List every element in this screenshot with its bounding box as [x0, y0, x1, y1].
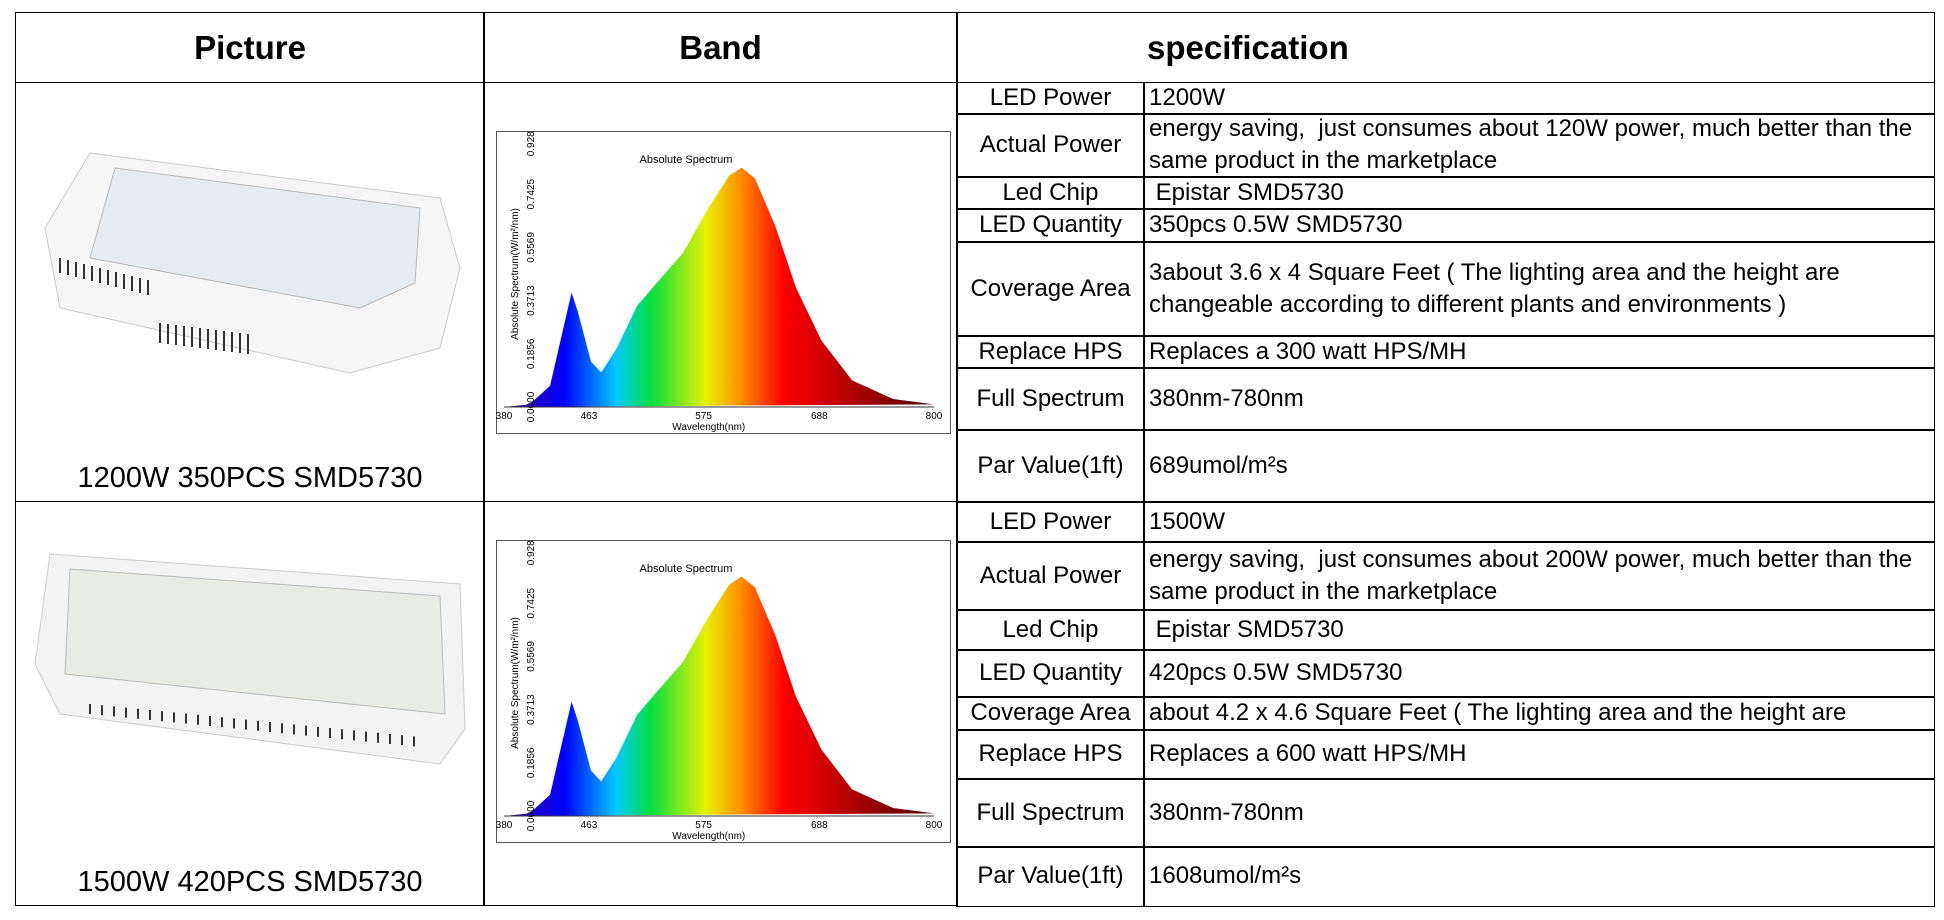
spec-value-text: Epistar SMD5730 [1149, 178, 1344, 206]
spec-label: Led Chip [956, 176, 1145, 210]
y-tick-label: 0.9281 [526, 131, 537, 156]
chart-title: Absolute Spectrum [640, 154, 733, 166]
spec-value: Replaces a 600 watt HPS/MH [1143, 729, 1935, 780]
y-tick-label: 0.5569 [526, 232, 537, 263]
spec-value: 380nm-780nm [1143, 367, 1935, 431]
lamp-image [34, 553, 466, 765]
spec-value: 1500W [1143, 501, 1935, 543]
spec-label: Full Spectrum [956, 367, 1145, 431]
y-axis-label: Absolute Spectrum(W/m²/nm) [510, 208, 521, 340]
x-tick-label: 688 [811, 820, 828, 831]
y-tick-label: 0.0000 [526, 391, 537, 422]
spec-label: Par Value(1ft) [956, 429, 1145, 503]
spec-value-text: Epistar SMD5730 [1149, 615, 1344, 643]
spectrum-chart: Absolute Spectrum 380 463 575 688 800 Waveleng… [496, 540, 951, 843]
spec-label: Coverage Area [956, 696, 1145, 731]
spec-value-text: energy saving, just consumes about 200W … [1149, 545, 1919, 605]
spec-label: LED Quantity [956, 208, 1145, 243]
spec-label: Led Chip [956, 609, 1145, 651]
x-tick-label: 463 [581, 820, 598, 831]
spec-value-text: 1200W [1149, 84, 1226, 112]
y-tick-label: 0.9281 [526, 540, 537, 565]
spec-label: Full Spectrum [956, 778, 1145, 848]
x-tick-label: 800 [926, 820, 943, 831]
spec-label: LED Power [956, 82, 1145, 115]
y-tick-label: 0.5569 [526, 641, 537, 672]
spec-value: energy saving, just consumes about 120W … [1143, 113, 1935, 178]
spec-value: 689umol/m²s [1143, 429, 1935, 503]
chart-title: Absolute Spectrum [640, 563, 733, 575]
spec-value: Replaces a 300 watt HPS/MH [1143, 335, 1935, 369]
picture-caption: 1200W 350PCS SMD5730 [77, 462, 423, 494]
x-tick-label: 380 [496, 411, 513, 422]
header-specification: specification [956, 12, 1935, 83]
spec-label: Actual Power [956, 541, 1145, 611]
spec-label: Coverage Area [956, 241, 1145, 337]
y-tick-label: 0.3713 [526, 694, 537, 725]
y-tick-label: 0.7425 [526, 587, 537, 618]
spec-value: 420pcs 0.5W SMD5730 [1143, 649, 1935, 698]
spec-value-text: about 4.2 x 4.6 Square Feet ( The lighti… [1149, 699, 1847, 727]
x-tick-label: 688 [811, 411, 828, 422]
spec-value-text: 1500W [1149, 507, 1226, 535]
picture-cell: 1500W 420PCS SMD5730 [15, 501, 485, 906]
y-tick-label: 0.7425 [526, 178, 537, 209]
spec-value-text: Replaces a 300 watt HPS/MH [1149, 337, 1467, 365]
x-tick-label: 380 [496, 820, 513, 831]
spec-value-text: 380nm-780nm [1149, 798, 1304, 826]
picture-caption: 1500W 420PCS SMD5730 [77, 866, 423, 898]
spec-value: 350pcs 0.5W SMD5730 [1143, 208, 1935, 243]
spec-label: LED Quantity [956, 649, 1145, 698]
spec-label: Replace HPS [956, 729, 1145, 780]
spectrum-curve [504, 167, 934, 407]
spec-value: 3about 3.6 x 4 Square Feet ( The lightin… [1143, 241, 1935, 337]
band-cell: Absolute Spectrum 380 463 575 688 800 Waveleng… [483, 501, 958, 906]
header-band: Band [483, 12, 958, 83]
spec-value-text: 420pcs 0.5W SMD5730 [1149, 659, 1403, 687]
lamp-image [44, 152, 461, 374]
spec-value-text: Replaces a 600 watt HPS/MH [1149, 740, 1467, 768]
x-tick-label: 800 [926, 411, 943, 422]
spectrum-chart: Absolute Spectrum 380 463 575 688 800 Waveleng… [496, 131, 951, 434]
y-tick-label: 0.1856 [526, 338, 537, 369]
x-tick-label: 575 [695, 820, 712, 831]
spec-value-text: 350pcs 0.5W SMD5730 [1149, 211, 1403, 239]
spec-value-text: 689umol/m²s [1149, 451, 1288, 479]
spec-label: Actual Power [956, 113, 1145, 178]
spec-value: 1608umol/m²s [1143, 846, 1935, 907]
x-axis-label: Wavelength(nm) [672, 831, 745, 842]
x-axis-label: Wavelength(nm) [672, 422, 745, 433]
y-axis-label: Absolute Spectrum(W/m²/nm) [510, 617, 521, 749]
spec-label: Replace HPS [956, 335, 1145, 369]
band-cell: Absolute Spectrum 380 463 575 688 800 Waveleng… [483, 82, 958, 502]
spec-value: energy saving, just consumes about 200W … [1143, 541, 1935, 611]
spectrum-curve [504, 576, 934, 816]
spec-value: 380nm-780nm [1143, 778, 1935, 848]
spec-label: Par Value(1ft) [956, 846, 1145, 907]
spec-value: Epistar SMD5730 [1143, 176, 1935, 210]
spec-label: LED Power [956, 501, 1145, 543]
y-tick-label: 0.1856 [526, 747, 537, 778]
y-tick-label: 0.3713 [526, 285, 537, 316]
x-tick-label: 575 [695, 411, 712, 422]
spec-value-text: 380nm-780nm [1149, 384, 1304, 412]
spec-value: about 4.2 x 4.6 Square Feet ( The lighti… [1143, 696, 1935, 731]
header-picture: Picture [15, 12, 485, 83]
y-tick-label: 0.0000 [526, 800, 537, 831]
spec-value-text: 1608umol/m²s [1149, 862, 1302, 890]
spec-value: 1200W [1143, 82, 1935, 115]
spec-value-text: 3about 3.6 x 4 Square Feet ( The lightin… [1149, 258, 1847, 318]
picture-cell: 1200W 350PCS SMD5730 [15, 82, 485, 502]
spec-value: Epistar SMD5730 [1143, 609, 1935, 651]
spec-value-text: energy saving, just consumes about 120W … [1149, 115, 1919, 175]
x-tick-label: 463 [581, 411, 598, 422]
